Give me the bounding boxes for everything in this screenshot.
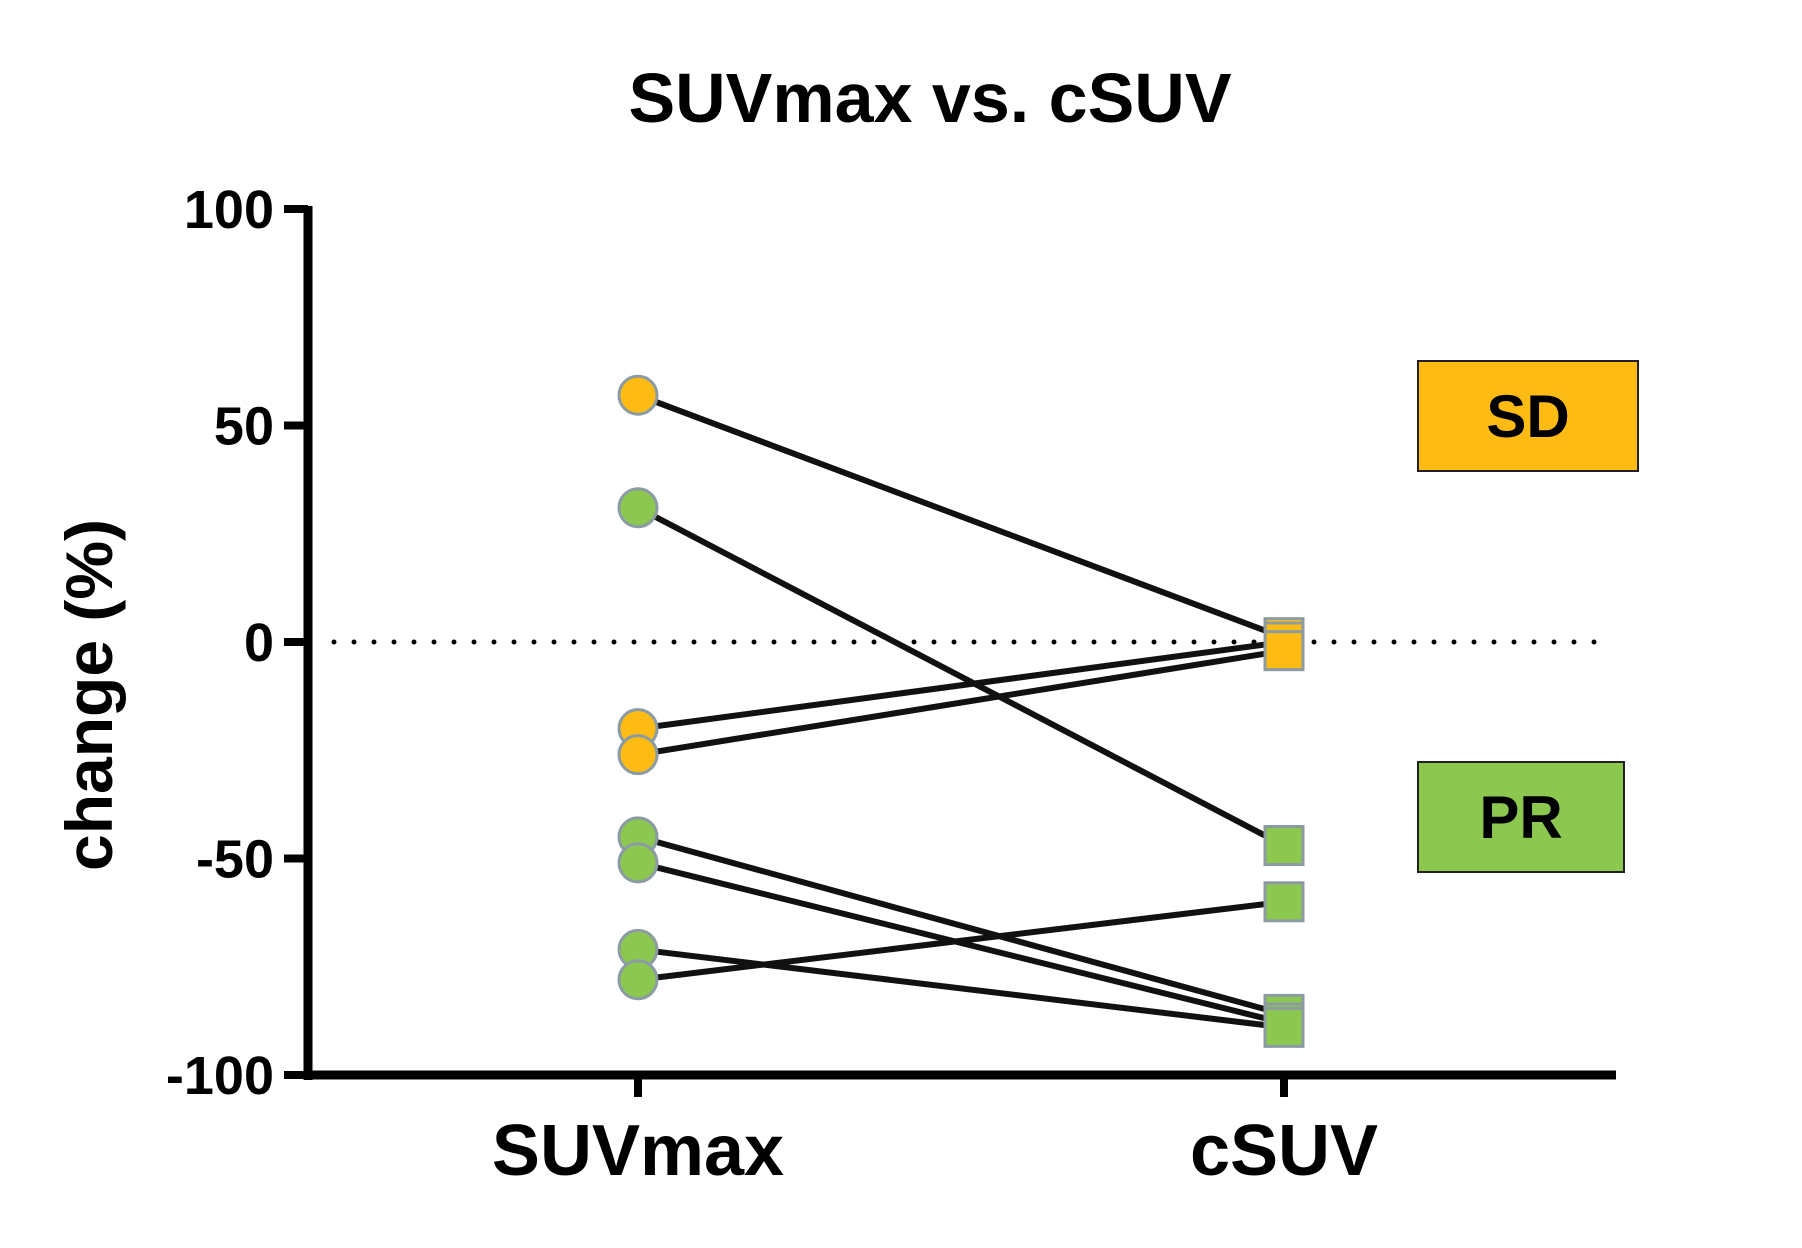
legend: SD PR	[1417, 360, 1639, 873]
series-line-8	[637, 898, 1285, 983]
csuv-point-4	[1263, 825, 1305, 867]
legend-label-sd: SD	[1486, 383, 1569, 450]
series-line-5	[637, 833, 1285, 1018]
markers	[617, 374, 1305, 1048]
series-lines	[636, 392, 1286, 1031]
suvmax-point-3	[617, 734, 659, 776]
suvmax-point-1	[617, 374, 659, 416]
series-line-2	[637, 639, 1285, 732]
csuv-point-3	[1263, 630, 1305, 672]
legend-label-pr: PR	[1479, 784, 1562, 851]
series-line-3	[637, 647, 1285, 758]
chart-title: SUVmax vs. cSUV	[628, 59, 1231, 137]
series-line-7	[637, 946, 1285, 1031]
series-line-4	[636, 505, 1286, 849]
legend-box-pr	[1417, 761, 1625, 873]
y-tick-label: 50	[214, 397, 274, 457]
y-tick-label: 0	[244, 613, 274, 673]
y-tick-label: 100	[184, 180, 274, 240]
axes: 100 50 0 -50 -100 SUVmax cSUV	[166, 180, 1616, 1191]
suvmax-point-8	[617, 959, 659, 1001]
x-tick-label: cSUV	[1190, 1111, 1378, 1191]
x-tick-label: SUVmax	[492, 1111, 784, 1191]
suvmax-point-6	[617, 842, 659, 884]
y-tick-label: -100	[166, 1046, 274, 1106]
y-tick-label: -50	[196, 830, 274, 890]
y-axis-label: change (%)	[52, 519, 126, 871]
csuv-point-7	[1263, 1006, 1305, 1048]
csuv-point-8	[1263, 881, 1305, 923]
suvmax-point-4	[617, 487, 659, 529]
series-line-1	[636, 392, 1286, 641]
legend-box-sd	[1417, 360, 1639, 472]
